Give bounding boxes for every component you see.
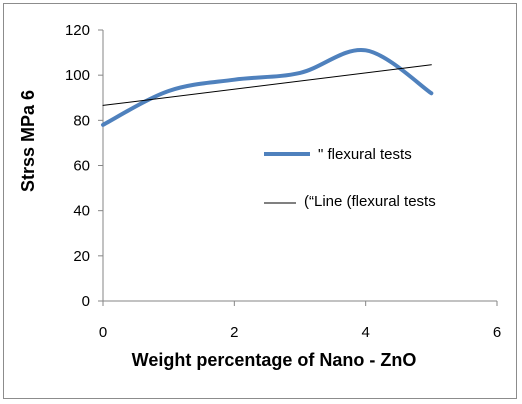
- x-tick-label: 2: [230, 324, 238, 341]
- legend-label-flexural-tests: " flexural tests: [318, 146, 412, 163]
- y-tick-label: 40: [73, 203, 90, 220]
- y-tick-labels: 0 20 40 60 80 100 120: [65, 22, 90, 310]
- y-axis-title: Strss MPa 6: [18, 90, 38, 192]
- y-tick-label: 0: [82, 293, 90, 310]
- x-tick-labels: 0 2 4 6: [99, 324, 501, 341]
- series-line-trendline: [102, 64, 432, 106]
- y-tick-label: 100: [65, 67, 90, 84]
- y-tick-label: 20: [73, 248, 90, 265]
- x-tick-label: 6: [493, 324, 501, 341]
- y-tick-label: 60: [73, 158, 90, 175]
- y-tick-label: 80: [73, 112, 90, 129]
- legend-label-trendline: (“Line (flexural tests: [304, 193, 436, 210]
- x-tick-label: 0: [99, 324, 107, 341]
- series-line-flexural-tests: [101, 48, 434, 127]
- axes: [98, 29, 498, 306]
- x-tick-label: 4: [361, 324, 369, 341]
- y-tick-label: 120: [65, 22, 90, 39]
- legend: " flexural tests (“Line (flexural tests: [264, 146, 436, 210]
- x-axis-title: Weight percentage of Nano - ZnO: [132, 350, 417, 370]
- chart-area: [3, 3, 517, 399]
- series-layer: [101, 48, 434, 127]
